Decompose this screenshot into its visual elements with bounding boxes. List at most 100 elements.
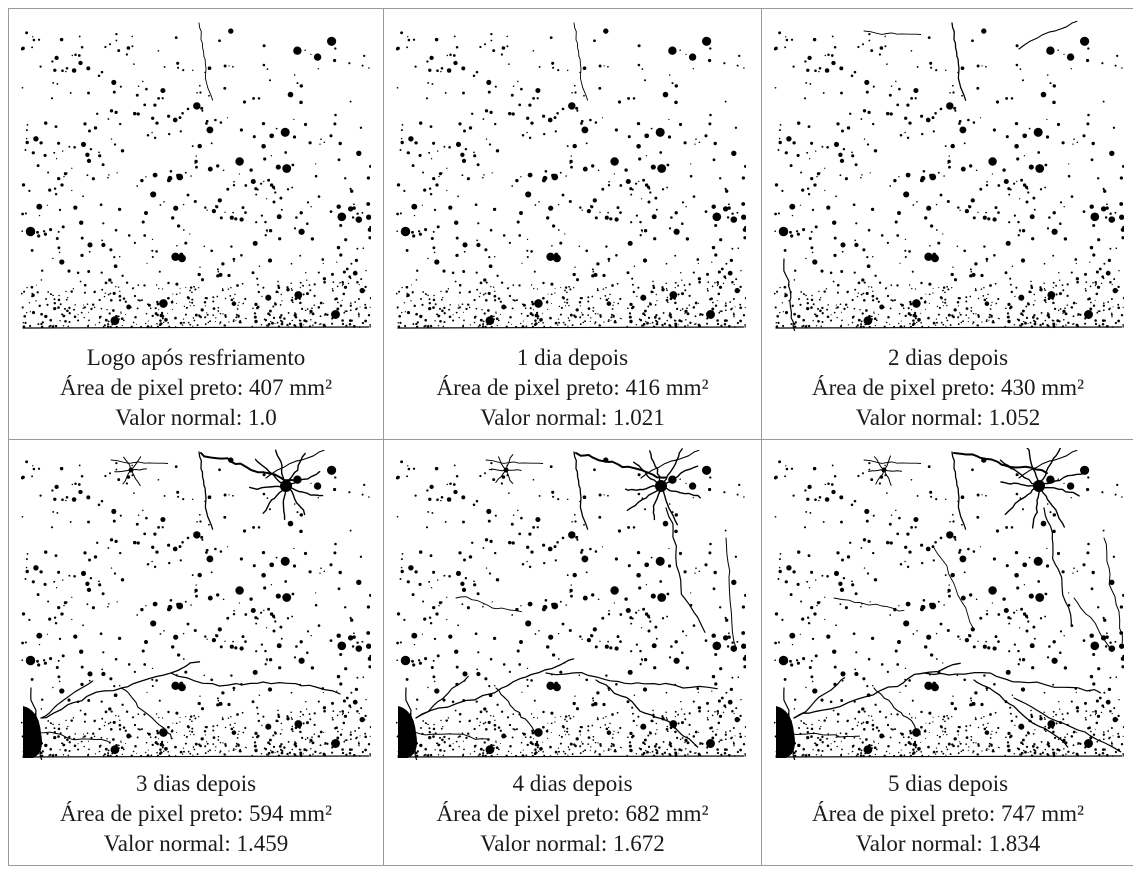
pore-dot xyxy=(64,744,66,746)
pore-dot xyxy=(218,701,223,706)
pore-dot xyxy=(539,728,542,730)
pore-dot xyxy=(740,699,742,701)
pore-dot xyxy=(181,753,184,755)
crack-line xyxy=(545,672,718,690)
pore-dot xyxy=(991,301,993,304)
pore-dot xyxy=(805,257,807,260)
pore-dot xyxy=(854,163,858,167)
panel-normal-value: Valor normal: 1.459 xyxy=(103,831,289,856)
pore-dot xyxy=(193,531,201,539)
pore-dot xyxy=(364,748,367,752)
pore-dot xyxy=(744,593,746,597)
pore-dot xyxy=(288,322,292,325)
pore-dot xyxy=(359,555,363,558)
pore-dot xyxy=(930,66,933,69)
pore-dot xyxy=(103,324,106,327)
pore-dot xyxy=(602,717,605,719)
pore-dot xyxy=(485,281,488,284)
pore-dot xyxy=(448,308,451,311)
pore-dot xyxy=(127,234,131,237)
pore-dot xyxy=(192,754,194,756)
pore-dot xyxy=(42,230,46,233)
pore-dot xyxy=(718,714,723,718)
pore-dot xyxy=(568,319,571,322)
pore-dot xyxy=(270,584,273,586)
pore-dot xyxy=(591,724,594,727)
pore-dot xyxy=(655,748,658,752)
pore-dot xyxy=(93,555,98,559)
pore-dot xyxy=(411,593,415,597)
pore-dot xyxy=(1122,326,1124,328)
pore-dot xyxy=(174,36,178,39)
pore-dot xyxy=(850,74,854,78)
pore-dot xyxy=(163,201,165,203)
pore-dot xyxy=(88,129,91,133)
pore-dot xyxy=(53,497,57,501)
pore-dot xyxy=(688,294,691,298)
pore-dot xyxy=(711,674,716,679)
pore-dot xyxy=(685,635,687,637)
pore-dot xyxy=(342,270,346,274)
pore-dot xyxy=(353,632,355,635)
pore-dot xyxy=(172,737,174,739)
pore-dot xyxy=(830,319,833,322)
pore-dot xyxy=(900,320,902,322)
crack-line xyxy=(951,22,967,101)
pore-dot xyxy=(412,467,416,470)
pore-dot xyxy=(674,301,677,305)
pore-dot xyxy=(52,686,54,689)
pore-dot xyxy=(161,744,165,747)
pore-dot xyxy=(237,733,239,735)
pore-dot xyxy=(707,58,712,63)
pore-dot xyxy=(241,206,245,210)
pore-dot xyxy=(1043,282,1045,284)
pore-dot xyxy=(68,749,71,753)
pore-dot xyxy=(521,133,525,137)
pore-dot xyxy=(904,249,907,252)
pore-dot xyxy=(232,65,234,68)
pore-dot xyxy=(774,292,776,295)
pore-dot xyxy=(489,657,493,661)
pore-dot xyxy=(494,122,497,126)
pore-dot xyxy=(526,238,529,241)
pore-dot xyxy=(344,238,348,242)
pore-dot xyxy=(714,733,718,736)
pore-dot xyxy=(1089,245,1094,250)
pore-dot xyxy=(68,735,71,739)
pore-dot xyxy=(1027,323,1029,325)
pore-dot xyxy=(32,36,34,38)
pore-dot xyxy=(32,465,34,467)
pore-dot xyxy=(190,175,192,177)
panel-day-4: 4 dias depois Área de pixel preto: 682 m… xyxy=(384,440,762,866)
pore-dot xyxy=(631,283,634,286)
pore-dot xyxy=(179,130,182,133)
pore-dot xyxy=(526,255,529,259)
pore-dot xyxy=(23,314,27,318)
pore-dot xyxy=(140,178,144,183)
pore-dot xyxy=(107,547,110,549)
pore-dot xyxy=(227,717,230,719)
pore-dot xyxy=(880,234,884,237)
pore-dot xyxy=(1089,633,1094,638)
pore-dot xyxy=(667,564,672,568)
pore-dot xyxy=(151,743,154,747)
pore-dot xyxy=(345,310,348,313)
pore-dot xyxy=(443,574,446,577)
pore-dot xyxy=(426,489,429,492)
pore-dot xyxy=(666,725,669,728)
pore-dot xyxy=(293,752,296,756)
pore-dot xyxy=(215,746,217,748)
pore-dot xyxy=(558,734,561,737)
pore-dot xyxy=(597,313,599,315)
pore-dot xyxy=(104,281,108,285)
pore-dot xyxy=(442,269,446,273)
pore-dot xyxy=(196,753,199,756)
pore-dot xyxy=(443,312,446,315)
pore-dot xyxy=(158,323,162,327)
pore-dot xyxy=(58,680,61,683)
pore-dot xyxy=(337,587,341,591)
pore-dot xyxy=(610,586,619,595)
pore-dot xyxy=(144,211,148,215)
pore-dot xyxy=(103,295,106,298)
pore-dot xyxy=(661,288,665,292)
